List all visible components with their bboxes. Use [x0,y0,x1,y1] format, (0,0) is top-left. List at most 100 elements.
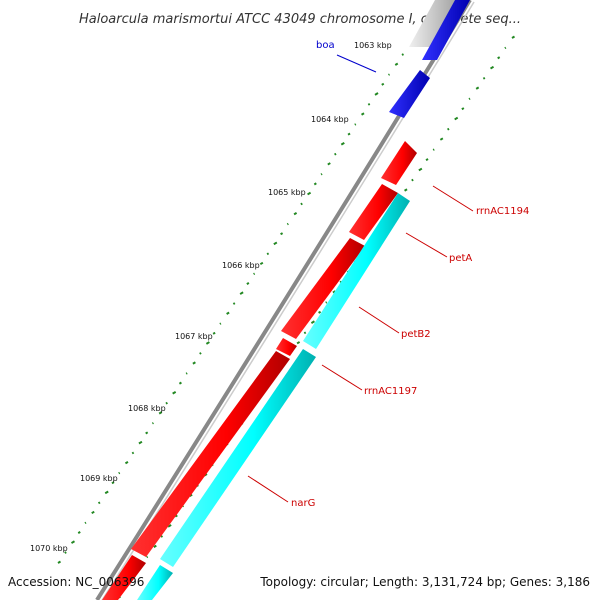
gc-skew-mark [259,261,264,266]
gc-skew-mark [91,510,95,515]
gc-skew-mark [303,331,307,335]
gc-skew-mark [145,431,149,435]
gene-label-petA[interactable]: petA [449,253,472,264]
tick-label: 1070 kbp [30,544,68,553]
cds-reverse-2 [160,349,316,567]
gc-skew-mark [131,451,135,455]
cds-petA [349,184,398,240]
tick-label: 1063 kbp [354,41,392,50]
gc-skew-mark [327,162,331,166]
gc-skew-mark [307,191,312,196]
gene-label-boa[interactable]: boa [316,40,335,51]
gc-skew-mark [253,272,256,275]
tick-label: 1067 kbp [175,332,213,341]
gc-skew-mark [300,202,303,206]
gc-skew-mark [394,62,399,66]
gc-skew-mark [447,127,450,131]
gc-skew-mark [432,148,435,151]
genome-backbone-shadow [101,1,475,600]
gc-skew-mark [273,241,278,246]
gc-skew-mark [361,112,365,116]
feature-blue-block-2 [389,70,430,118]
gc-skew-mark [199,352,202,355]
gc-skew-mark [296,341,301,345]
cds-rrnAC1197 [276,338,297,356]
feature-boa-block [422,0,470,60]
gc-skew-mark [318,310,322,314]
gc-skew-mark [226,311,230,315]
gc-skew-mark [425,158,429,162]
gc-skew-mark [246,282,250,285]
gene-label-rrnAC1197[interactable]: rrnAC1197 [364,386,417,397]
gc-skew-mark [185,372,188,375]
gene-label-petB2[interactable]: petB2 [401,329,431,340]
gc-skew-mark [504,46,507,50]
gc-skew-mark [418,167,423,172]
cds-reverse-track [137,193,410,600]
genome-summary-text: Topology: circular; Length: 3,131,724 bp… [259,575,590,589]
gc-skew-mark [111,481,115,485]
gc-skew-mark [160,535,163,538]
gc-skew-mark [70,540,76,544]
gc-skew-mark [118,471,121,475]
cds-forward-bottom [102,555,146,600]
gc-skew-mark [367,103,371,106]
gc-skew-mark [232,302,236,305]
cds-reverse-3 [137,565,173,600]
gc-skew-mark [178,381,182,385]
gc-skew-mark [497,56,501,60]
gc-skew-mark [97,501,101,505]
cds-narG-forward [131,351,290,557]
gc-skew-mark [104,490,109,495]
map-title: Haloarcula marismortui ATCC 43049 chromo… [79,12,521,27]
gc-skew-mark [310,320,315,324]
cds-petB2 [281,238,365,339]
gene-label-narG[interactable]: narG [291,498,315,509]
gc-skew-mark [151,422,154,425]
gc-skew-mark [84,521,87,525]
gc-skew-mark [192,361,196,365]
gc-skew-mark [387,73,391,76]
cds-forward-track [102,141,417,600]
gc-skew-mark [153,544,157,548]
gc-skew-mark [334,152,337,156]
tick-label: 1066 kbp [222,261,260,270]
gc-skew-mark [293,212,298,216]
gc-skew-mark [454,116,459,121]
gc-skew-mark [374,92,379,96]
gc-skew-mark [313,182,317,186]
gc-skew-mark [280,232,284,236]
gc-skew-mark [325,301,328,304]
tick-label: 1069 kbp [80,474,118,483]
gc-skew-mark [475,86,480,90]
gc-skew-mark [77,531,81,534]
gc-skew-mark [239,291,244,295]
gc-skew-mark [205,341,210,345]
gc-skew-mark [165,401,168,405]
gc-skew-mark [482,76,486,80]
gc-skew-mark [354,123,357,126]
gc-skew-mark [511,35,516,39]
gene-label-rrnAC1194[interactable]: rrnAC1194 [476,206,529,217]
gc-skew-mark [320,173,323,176]
gc-skew-mark [347,132,351,136]
gc-skew-mark [174,514,178,518]
gc-skew-mark [266,252,270,256]
gc-skew-mark [404,188,408,192]
gc-skew-mark [146,555,149,559]
tick-label: 1065 kbp [268,188,306,197]
gc-skew-mark [340,141,345,146]
gene-labels: boa rrnAC1194 petA petB2 rrnAC1197 narG [247,40,529,509]
gc-skew-mark [219,322,222,325]
gc-skew-mark [401,53,405,56]
accession-text: Accession: NC_006396 [8,575,144,589]
gc-skew-mark [286,222,289,226]
gc-skew-mark [124,461,129,465]
cds-reverse-1 [303,193,410,349]
gc-skew-mark [381,82,385,86]
position-ticks: 1063 kbp 1064 kbp 1065 kbp 1066 kbp 1067… [30,41,392,553]
gc-skew-mark [57,560,62,564]
gc-skew-mark [489,65,495,70]
gc-skew-mark [411,178,414,182]
